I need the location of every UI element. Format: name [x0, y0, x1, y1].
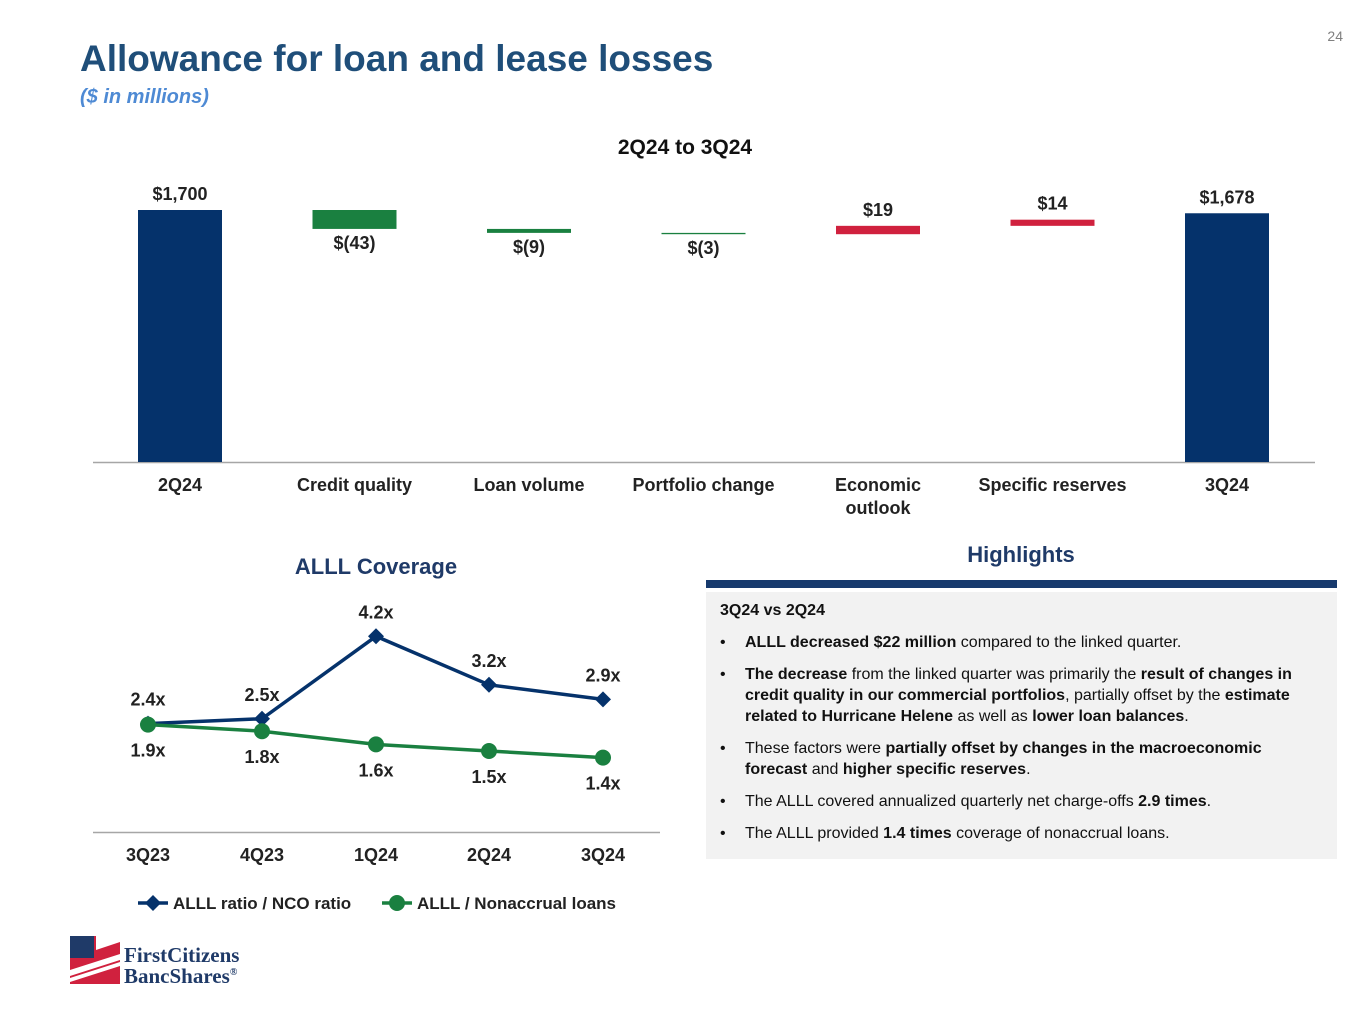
highlights-panel: 3Q24 vs 2Q24 ALLL decreased $22 million … — [706, 592, 1337, 859]
highlights-heading: 3Q24 vs 2Q24 — [720, 602, 825, 619]
waterfall-title: 2Q24 to 3Q24 — [618, 136, 753, 159]
waterfall-chart: 2Q24 to 3Q24 $1,700 2Q24 $(43) Credit qualit… — [93, 136, 1315, 518]
highlight-bullet: ALLL decreased $22 million compared to t… — [720, 632, 1315, 653]
coverage-value-label: 2.4x — [130, 690, 165, 710]
highlight-bullet: These factors were partially offset by c… — [720, 738, 1315, 780]
waterfall-category-label: Specific reserves — [978, 475, 1126, 495]
coverage-value-label: 2.9x — [585, 665, 620, 685]
waterfall-value-label: $19 — [863, 200, 893, 220]
waterfall-value-label: $(9) — [513, 237, 545, 257]
coverage-point-diamond — [481, 676, 497, 693]
waterfall-value-label: $1,700 — [152, 184, 207, 204]
coverage-value-label: 1.8x — [244, 747, 279, 767]
waterfall-bar — [1010, 219, 1095, 226]
coverage-category-label: 1Q24 — [354, 845, 398, 865]
coverage-value-label: 1.5x — [471, 767, 506, 787]
coverage-point-circle — [595, 749, 611, 766]
logo-wordmark-line2: BancShares® — [124, 964, 238, 988]
highlight-bullet: The decrease from the linked quarter was… — [720, 664, 1315, 727]
waterfall-value-label: $(43) — [333, 233, 375, 253]
registered-mark: ® — [229, 967, 238, 978]
coverage-point-circle — [481, 743, 497, 759]
coverage-value-label: 3.2x — [471, 651, 506, 671]
coverage-category-label: 4Q23 — [240, 845, 284, 865]
waterfall-category-label: 3Q24 — [1205, 475, 1249, 495]
coverage-category-label: 3Q23 — [126, 845, 170, 865]
waterfall-value-label: $(3) — [687, 238, 719, 258]
highlights-title: Highlights — [967, 542, 1075, 567]
highlights-list: ALLL decreased $22 million compared to t… — [720, 632, 1315, 844]
coverage-value-label: 1.9x — [130, 741, 165, 761]
page-title: Allowance for loan and lease losses — [80, 38, 714, 79]
highlight-bullet: The ALLL covered annualized quarterly ne… — [720, 791, 1315, 812]
coverage-value-label: 1.6x — [358, 760, 393, 780]
coverage-category-label: 2Q24 — [467, 845, 511, 865]
highlight-bullet: The ALLL provided 1.4 times coverage of … — [720, 823, 1315, 844]
coverage-value-label: 4.2x — [358, 602, 393, 622]
waterfall-bar — [661, 232, 746, 235]
coverage-category-label: 3Q24 — [581, 845, 625, 865]
waterfall-category-label: Economic outlook — [835, 475, 921, 518]
waterfall-category-label: 2Q24 — [158, 475, 202, 495]
waterfall-value-label: $14 — [1037, 194, 1067, 214]
waterfall-bar — [1185, 213, 1269, 462]
waterfall-category-label: Credit quality — [297, 475, 412, 495]
coverage-series-line — [147, 634, 604, 726]
coverage-series-line — [147, 722, 604, 760]
coverage-point-circle — [254, 723, 270, 740]
coverage-point-circle — [368, 736, 384, 753]
waterfall-category-label: Loan volume — [473, 475, 584, 495]
legend-diamond-icon — [145, 895, 161, 911]
highlights-divider — [706, 580, 1337, 588]
legend-label: ALLL ratio / NCO ratio — [173, 894, 351, 913]
waterfall-bar — [836, 225, 920, 235]
coverage-point-diamond — [368, 628, 384, 645]
flag-icon — [70, 936, 120, 984]
waterfall-bar — [487, 228, 571, 233]
coverage-point-diamond — [254, 710, 270, 727]
logo-wordmark-line1: FirstCitizens — [124, 943, 240, 967]
waterfall-category-label: Portfolio change — [632, 475, 774, 495]
coverage-point-circle — [140, 716, 156, 733]
legend-label: ALLL / Nonaccrual loans — [417, 894, 616, 913]
first-citizens-logo — [70, 936, 120, 984]
waterfall-bar — [312, 210, 397, 229]
coverage-point-diamond — [140, 715, 156, 732]
waterfall-bar — [138, 210, 222, 462]
coverage-value-label: 1.4x — [585, 774, 620, 794]
coverage-value-label: 2.5x — [244, 685, 279, 705]
page-number: 24 — [1327, 28, 1343, 44]
legend-circle-icon — [389, 895, 405, 911]
waterfall-value-label: $1,678 — [1199, 187, 1254, 207]
coverage-point-diamond — [595, 691, 611, 708]
coverage-title: ALLL Coverage — [295, 554, 457, 579]
page-subtitle: ($ in millions) — [80, 86, 209, 108]
